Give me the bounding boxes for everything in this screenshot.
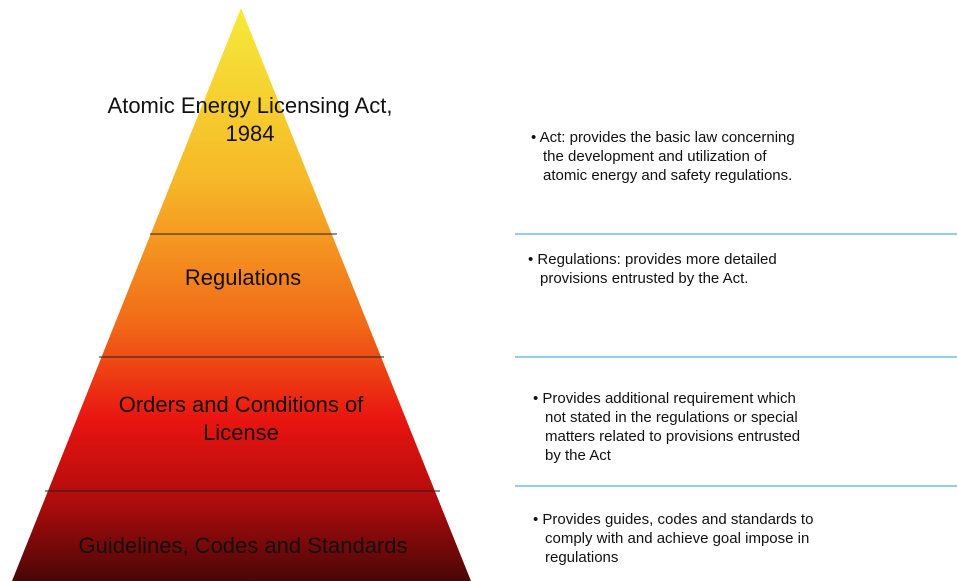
level-description: • Act: provides the basic law concerning…	[531, 128, 795, 185]
level-label: Regulations	[185, 264, 301, 292]
description-line: • Provides additional requirement which	[533, 390, 796, 407]
description-line: not stated in the regulations or special	[545, 409, 798, 426]
description-line: • Regulations: provides more detailed	[528, 251, 777, 268]
label-line: Guidelines, Codes and Standards	[78, 533, 408, 558]
level-description: • Provides guides, codes and standards t…	[533, 510, 813, 567]
level-description: • Provides additional requirement which n…	[533, 389, 800, 465]
label-line: License	[203, 420, 279, 445]
level-label: Guidelines, Codes and Standards	[79, 532, 408, 560]
description-line: provisions entrusted by the Act.	[540, 270, 749, 287]
description-line: • Act: provides the basic law concerning	[531, 129, 795, 146]
description-line: atomic energy and safety regulations.	[543, 167, 793, 184]
label-line: Orders and Conditions of	[118, 392, 364, 417]
description-line: comply with and achieve goal impose in	[545, 530, 810, 547]
label-line: Atomic Energy Licensing Act,	[107, 93, 393, 118]
description-line: • Provides guides, codes and standards t…	[533, 511, 814, 528]
label-line: Regulations	[184, 265, 302, 290]
pyramid	[12, 8, 471, 581]
description-line: by the Act	[545, 447, 611, 464]
label-line: 1984	[225, 121, 275, 146]
description-line: the development and utilization of	[543, 148, 767, 165]
description-line: matters related to provisions entrusted	[545, 428, 801, 445]
level-label: Atomic Energy Licensing Act, 1984	[108, 92, 393, 148]
description-line: regulations	[545, 549, 619, 566]
level-description: • Regulations: provides more detailed pro…	[528, 250, 777, 288]
level-label: Orders and Conditions of License	[119, 391, 364, 447]
